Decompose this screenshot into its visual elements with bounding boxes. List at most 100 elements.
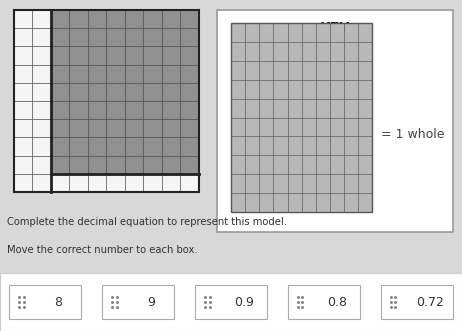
Bar	[287, 42, 302, 61]
Bar	[302, 24, 316, 42]
Bar	[125, 156, 143, 174]
Bar	[274, 155, 287, 174]
Bar	[245, 99, 259, 118]
Bar	[14, 28, 32, 46]
Bar	[69, 83, 88, 101]
Bar	[316, 174, 330, 193]
Bar	[162, 10, 180, 28]
Text: KEY: KEY	[320, 21, 350, 35]
Bar	[69, 65, 88, 83]
Bar	[69, 46, 88, 65]
Bar	[287, 61, 302, 80]
Bar	[330, 193, 344, 212]
Bar	[245, 24, 259, 42]
Bar	[180, 137, 199, 156]
Bar	[162, 83, 180, 101]
Bar	[106, 28, 125, 46]
Bar	[259, 61, 274, 80]
Bar	[231, 118, 245, 136]
Bar	[288, 285, 360, 319]
Bar	[245, 42, 259, 61]
Bar	[344, 118, 358, 136]
Bar	[381, 285, 453, 319]
Bar	[51, 65, 69, 83]
Bar	[358, 24, 372, 42]
Bar	[274, 42, 287, 61]
Bar	[330, 174, 344, 193]
Bar	[217, 10, 453, 232]
Bar	[125, 46, 143, 65]
Bar	[245, 155, 259, 174]
Bar	[14, 83, 32, 101]
Bar	[231, 61, 245, 80]
Bar	[125, 10, 143, 28]
Bar	[69, 28, 88, 46]
Bar	[259, 118, 274, 136]
Bar	[358, 42, 372, 61]
Bar	[88, 83, 106, 101]
Bar	[88, 65, 106, 83]
Bar	[302, 42, 316, 61]
Bar	[32, 46, 51, 65]
Bar	[274, 99, 287, 118]
Bar	[125, 137, 143, 156]
Bar	[69, 174, 88, 192]
Bar	[125, 65, 143, 83]
Bar	[125, 101, 143, 119]
Bar	[195, 285, 267, 319]
Bar	[259, 24, 274, 42]
Text: 0.8: 0.8	[327, 296, 347, 308]
Bar	[180, 174, 199, 192]
Bar	[259, 80, 274, 99]
Bar	[88, 10, 106, 28]
Text: Complete the decimal equation to represent this model.: Complete the decimal equation to represe…	[7, 217, 287, 227]
Bar	[302, 136, 316, 155]
Bar	[14, 119, 32, 137]
Bar	[358, 174, 372, 193]
Bar	[302, 80, 316, 99]
Bar	[287, 99, 302, 118]
Bar	[344, 174, 358, 193]
Bar	[51, 119, 69, 137]
Bar	[344, 155, 358, 174]
Bar	[259, 99, 274, 118]
Bar	[51, 174, 69, 192]
Bar	[330, 136, 344, 155]
Bar	[358, 193, 372, 212]
Bar	[14, 101, 32, 119]
Bar	[88, 119, 106, 137]
Bar	[259, 42, 274, 61]
Bar	[316, 118, 330, 136]
Bar	[358, 99, 372, 118]
Bar	[259, 136, 274, 155]
Bar	[32, 10, 51, 28]
Bar	[287, 24, 302, 42]
Bar	[358, 118, 372, 136]
Bar	[51, 28, 69, 46]
Bar	[302, 61, 316, 80]
Bar	[162, 119, 180, 137]
Bar	[162, 65, 180, 83]
Bar	[330, 42, 344, 61]
Bar	[143, 137, 162, 156]
Bar	[180, 65, 199, 83]
Bar	[245, 80, 259, 99]
Bar	[106, 65, 125, 83]
Bar	[143, 28, 162, 46]
Bar	[316, 155, 330, 174]
Bar	[14, 46, 32, 65]
Bar	[69, 156, 88, 174]
Bar	[231, 136, 245, 155]
Bar	[302, 118, 316, 136]
Bar	[88, 46, 106, 65]
Bar	[162, 28, 180, 46]
Bar	[14, 174, 32, 192]
Bar	[143, 83, 162, 101]
Bar	[143, 174, 162, 192]
Text: = 1 whole: = 1 whole	[381, 128, 444, 141]
Bar	[330, 24, 344, 42]
Bar	[51, 137, 69, 156]
Bar	[287, 155, 302, 174]
Bar	[106, 83, 125, 101]
Bar	[14, 10, 199, 192]
